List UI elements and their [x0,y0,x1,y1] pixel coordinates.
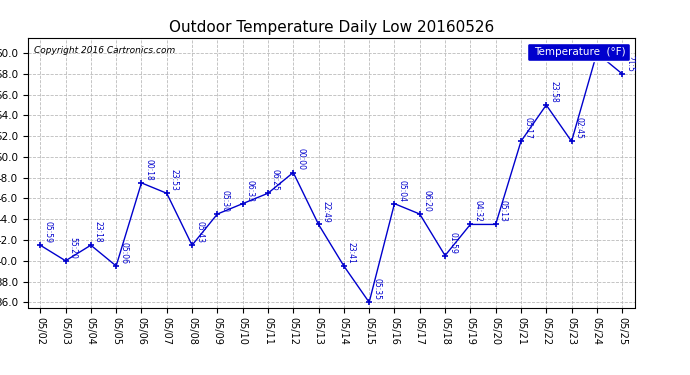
Text: 05:04: 05:04 [397,180,406,202]
Text: 06:33: 06:33 [246,180,255,202]
Text: 05:06: 05:06 [119,242,128,264]
Text: 04:32: 04:32 [473,201,482,222]
Legend: Temperature  (°F): Temperature (°F) [526,43,629,61]
Text: 23:53: 23:53 [170,170,179,191]
Text: 55:20: 55:20 [68,237,77,259]
Text: 05:35: 05:35 [372,278,381,300]
Text: 05:30: 05:30 [220,190,229,212]
Text: 06:25: 06:25 [271,170,280,191]
Text: 00:00: 00:00 [296,148,305,170]
Text: 05:17: 05:17 [524,117,533,139]
Text: 05:59: 05:59 [43,221,52,243]
Text: 06:20: 06:20 [423,190,432,212]
Text: 05:13: 05:13 [499,201,508,222]
Text: 23:41: 23:41 [347,242,356,264]
Text: Copyright 2016 Cartronics.com: Copyright 2016 Cartronics.com [34,46,175,55]
Text: 23:58: 23:58 [549,81,558,103]
Text: 02:45: 02:45 [575,117,584,139]
Text: 05:43: 05:43 [195,221,204,243]
Text: 21:5: 21:5 [625,55,634,72]
Text: 01:59: 01:59 [448,232,457,254]
Text: 00:18: 00:18 [144,159,153,181]
Text: 23:18: 23:18 [94,222,103,243]
Text: 22:49: 22:49 [322,201,331,222]
Title: Outdoor Temperature Daily Low 20160526: Outdoor Temperature Daily Low 20160526 [168,20,494,35]
